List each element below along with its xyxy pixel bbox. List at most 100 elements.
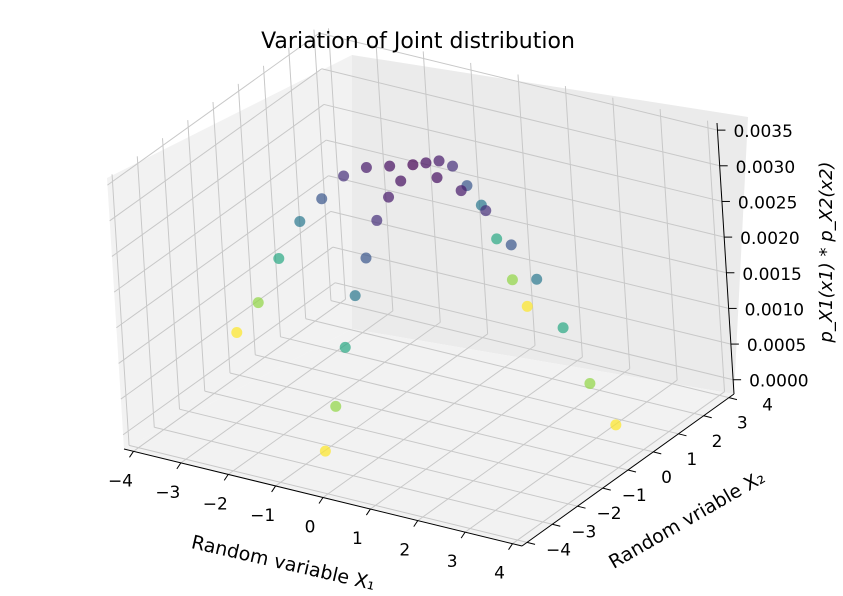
z-tick-label: 0.0010 [745, 300, 804, 320]
left-gridline [118, 211, 331, 364]
back-gridline [422, 51, 441, 323]
scatter-point [433, 155, 445, 167]
y-tick [526, 541, 536, 545]
scatter-point [231, 327, 243, 339]
scatter-point [395, 175, 407, 187]
x-tick [176, 462, 182, 470]
left-gridline [187, 120, 206, 392]
back-gridline [332, 246, 731, 345]
scatter-point [584, 377, 596, 389]
back-gridline [659, 109, 678, 381]
floor-gridline [280, 336, 679, 435]
x-tick [460, 531, 466, 539]
y-tick-label: −3 [571, 522, 596, 542]
scatter-point [420, 157, 432, 169]
left-gridline [111, 174, 130, 446]
floor-gridline [330, 300, 730, 399]
floor-gridline [305, 318, 704, 417]
scatter-point [455, 185, 467, 197]
left-gridline [136, 156, 155, 428]
y-tick [627, 469, 637, 473]
x-tick-label: 4 [494, 564, 505, 584]
x-tick [508, 543, 513, 550]
left-gridline [107, 32, 320, 186]
back-gridline [321, 68, 720, 167]
scatter-point [371, 214, 383, 226]
left-gridline [313, 29, 332, 301]
x-tick-label: −1 [250, 506, 275, 526]
z-tick-label: 0.0015 [742, 265, 801, 285]
floor-gridline [464, 379, 678, 533]
scatter-point [252, 297, 264, 309]
x-tick [271, 485, 277, 493]
floor-gridline [370, 356, 583, 510]
y-tick-label: 0 [661, 468, 672, 488]
z-tick-label: 0.0000 [749, 372, 808, 392]
axes-gridlines [107, 28, 734, 545]
y-tick-label: 4 [762, 396, 773, 416]
scatter-point [506, 274, 518, 286]
x-tick [318, 497, 324, 504]
x-tick [413, 520, 419, 527]
scatter-point [384, 160, 396, 172]
floor-gridline [255, 354, 654, 453]
scatter-point [294, 215, 306, 227]
scatter-point [330, 400, 342, 412]
y-tick-label: −1 [622, 486, 647, 506]
floor-gridline [512, 391, 725, 545]
y-tick [703, 415, 712, 419]
left-gridline [109, 68, 322, 222]
y-tick [728, 397, 738, 401]
left-gridline [113, 139, 327, 293]
left-gridline [237, 83, 256, 355]
left-gridline [111, 104, 325, 257]
scatter-point [319, 445, 331, 457]
left-gridline [262, 65, 281, 337]
z-axis-label: p_X1(x1) * p_X2(x2) [816, 161, 837, 343]
y-tick-label: 3 [737, 414, 748, 434]
back-gridline [564, 86, 583, 358]
x-tick-label: −2 [203, 494, 228, 514]
scatter-point [407, 159, 419, 171]
back-gridline [326, 139, 725, 238]
scatter-points [231, 155, 622, 457]
chart-title: Variation of Joint distribution [261, 29, 575, 54]
scatter-point [505, 239, 517, 251]
scatter-point [447, 160, 459, 172]
scatter-point [360, 161, 372, 173]
back-gridline [330, 210, 729, 309]
left-gridline [116, 175, 329, 329]
left-gridline [122, 282, 336, 436]
left-gridline [288, 47, 307, 319]
y-tick-label: 1 [686, 450, 697, 470]
scatter-point [360, 252, 372, 264]
y-tick [653, 451, 662, 455]
back-gridline [323, 103, 723, 202]
x-tick [365, 508, 371, 516]
axis-ticks: −4−3−2−101234−4−3−2−1012340.00000.00050.… [108, 122, 809, 584]
scatter-point [316, 193, 328, 205]
z-axis-line [716, 122, 735, 395]
left-gridline [120, 246, 334, 400]
scatter-point [273, 252, 285, 264]
x-tick-label: 1 [352, 529, 363, 549]
z-tick-label: 0.0030 [736, 158, 795, 178]
back-gridline [612, 97, 631, 369]
floor-pane [124, 329, 734, 546]
scatter-point [383, 191, 395, 203]
y-tick [678, 433, 687, 437]
back-pane [352, 55, 748, 394]
back-gridline [334, 282, 734, 381]
x-tick-label: 2 [399, 541, 410, 561]
back-gridline [327, 28, 346, 300]
back-gridline [319, 32, 718, 131]
scatter-point [491, 233, 503, 245]
scatter-point [521, 300, 533, 312]
axes-panes [107, 55, 748, 546]
scatter-point [339, 341, 351, 353]
x-tick [129, 451, 134, 458]
x-tick-label: 3 [447, 552, 458, 572]
scatter-point [480, 205, 492, 217]
back-gridline [470, 62, 489, 334]
back-gridline [517, 74, 536, 346]
